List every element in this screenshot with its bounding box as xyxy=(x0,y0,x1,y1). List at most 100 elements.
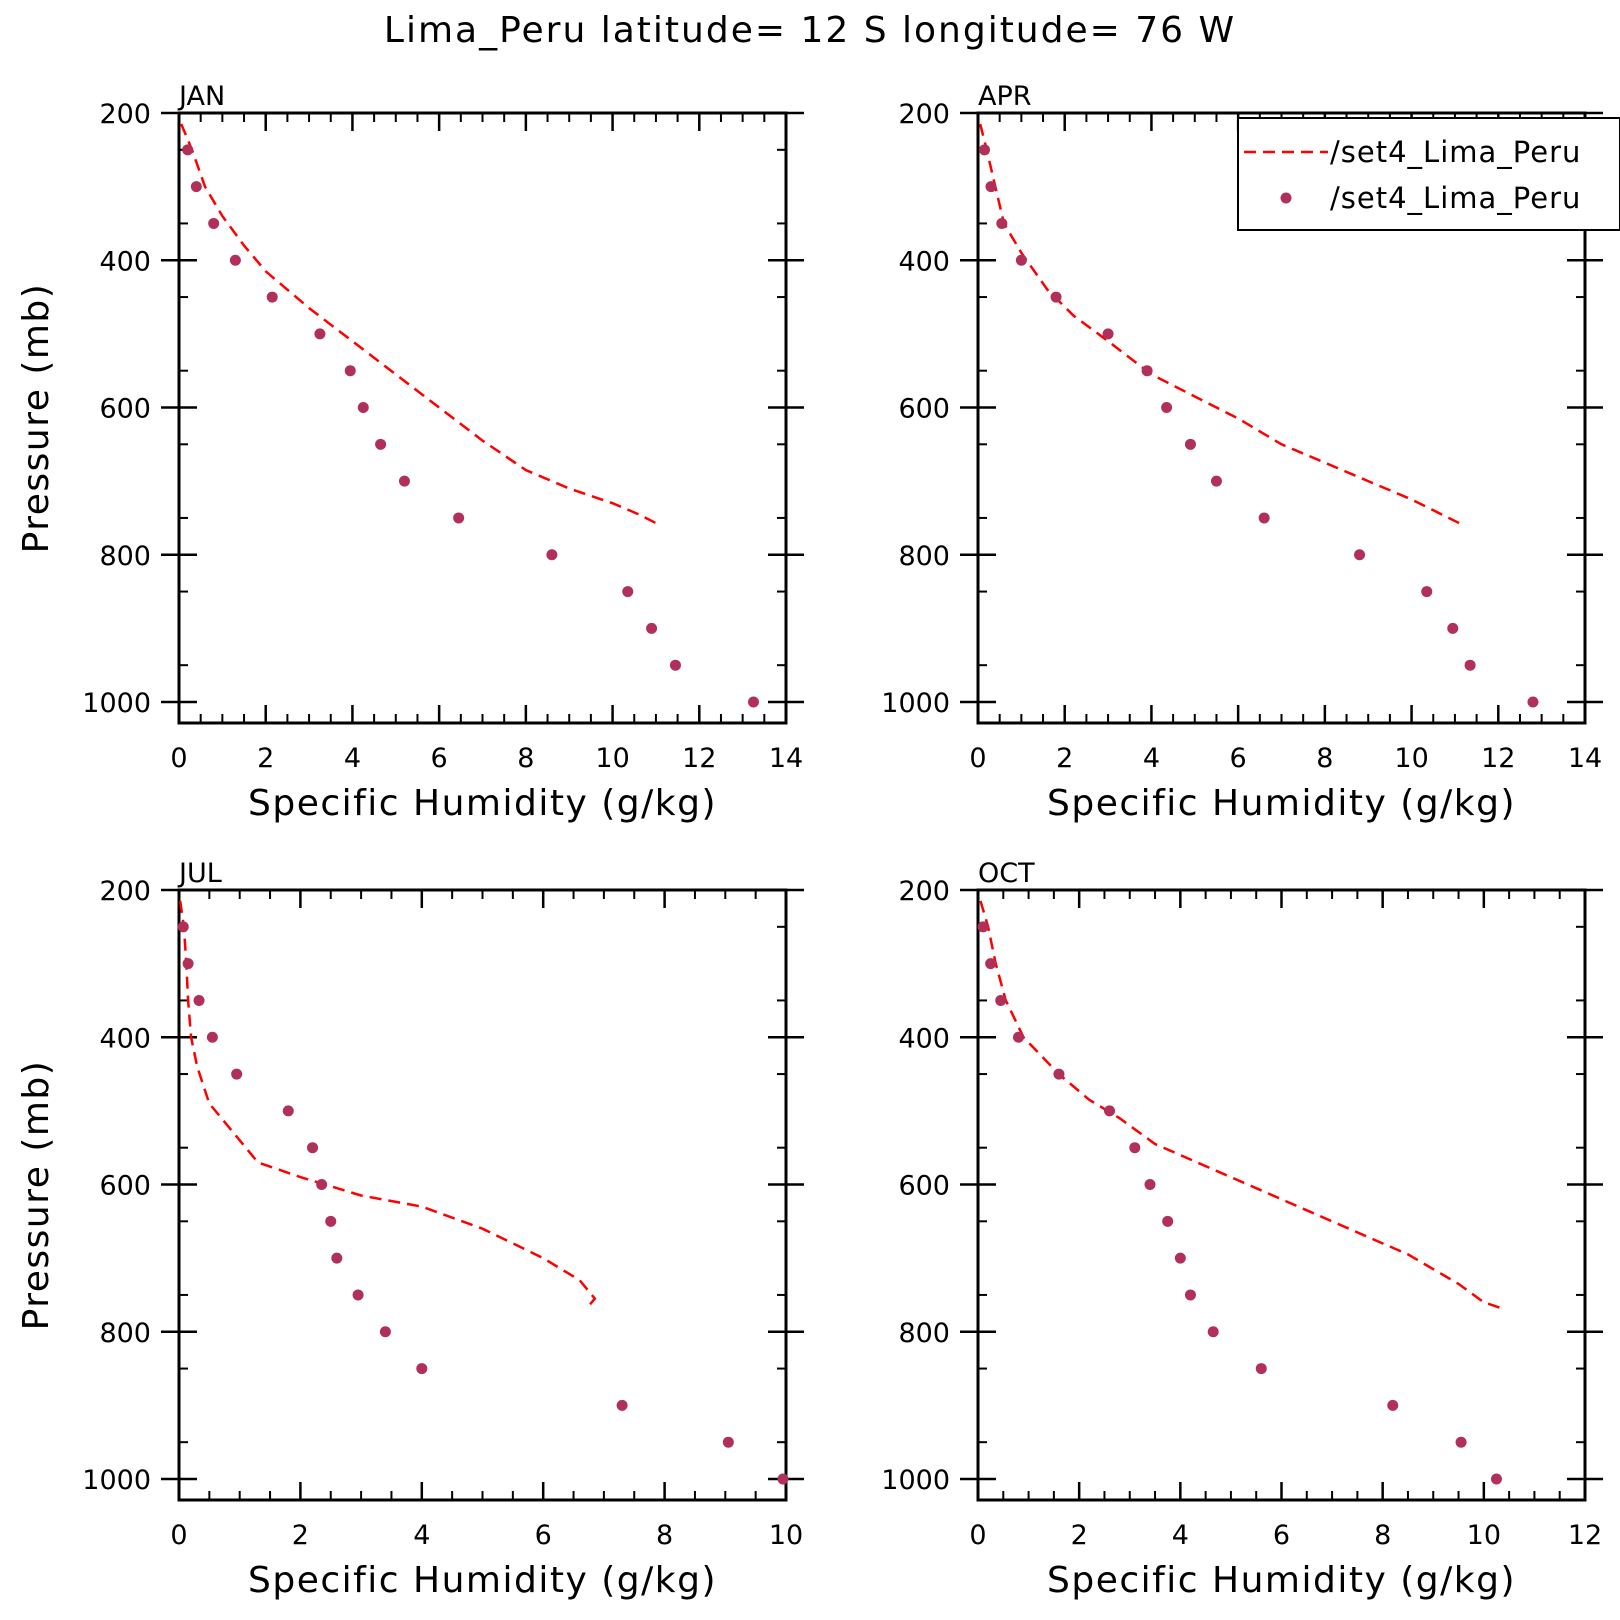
model-line-apr xyxy=(978,123,1465,527)
x-axis-label-jan: Specific Humidity (g/kg) xyxy=(248,783,717,824)
y-tick-label-oct: 1000 xyxy=(881,1465,950,1496)
obs-point-apr xyxy=(1161,402,1173,413)
obs-point-oct xyxy=(995,994,1007,1006)
x-tick-label-apr: 2 xyxy=(1056,743,1073,774)
x-tick-label-apr: 12 xyxy=(1481,743,1515,774)
x-tick-label-oct: 6 xyxy=(1273,1520,1290,1551)
obs-point-jan xyxy=(747,696,759,708)
x-tick-label-oct: 10 xyxy=(1467,1520,1501,1551)
obs-point-oct xyxy=(1104,1105,1116,1117)
y-tick-label-apr: 600 xyxy=(898,394,950,425)
panel-label-oct: OCT xyxy=(978,858,1035,889)
x-tick-label-jan: 14 xyxy=(769,743,803,774)
x-tick-label-apr: 4 xyxy=(1143,743,1160,774)
legend-entry-label: /set4_Lima_Peru xyxy=(1330,135,1581,169)
panel-jan: JAN 0 2 4 6 8 10 12 14 200 400 600 800 1000 Specific H… xyxy=(16,81,804,824)
obs-point-apr xyxy=(1210,475,1222,487)
obs-point-apr xyxy=(1015,254,1027,266)
obs-point-oct xyxy=(1144,1179,1156,1190)
obs-point-jan xyxy=(622,586,634,598)
model-line-jan xyxy=(180,123,661,527)
y-tick-label-oct: 200 xyxy=(898,876,950,907)
obs-point-jul xyxy=(379,1326,391,1338)
obs-point-oct xyxy=(1129,1142,1141,1154)
obs-point-apr xyxy=(1258,512,1270,524)
x-axis-label-oct: Specific Humidity (g/kg) xyxy=(1047,1560,1516,1601)
obs-point-jul xyxy=(722,1436,734,1448)
obs-point-apr xyxy=(979,144,991,156)
x-tick-label-jul: 6 xyxy=(535,1520,552,1551)
obs-point-oct xyxy=(1162,1215,1174,1227)
obs-point-jan xyxy=(398,475,410,487)
model-line-oct xyxy=(979,900,1502,1310)
y-tick-label-apr: 800 xyxy=(898,541,950,572)
legend: /set4_Lima_Peru/set4_Lima_Peru xyxy=(1237,117,1620,231)
obs-point-jan xyxy=(669,659,681,671)
obs-point-apr xyxy=(1354,549,1366,561)
x-tick-label-apr: 10 xyxy=(1394,743,1428,774)
y-tick-label-jul: 1000 xyxy=(82,1465,151,1496)
y-tick-label-apr: 400 xyxy=(898,246,950,277)
obs-point-jul xyxy=(331,1252,343,1264)
y-tick-label-oct: 400 xyxy=(898,1023,950,1054)
obs-point-jan xyxy=(208,217,220,229)
x-tick-label-apr: 6 xyxy=(1230,743,1247,774)
x-tick-label-jan: 10 xyxy=(595,743,629,774)
obs-point-jul xyxy=(316,1179,328,1190)
obs-point-apr xyxy=(1527,696,1539,708)
y-tick-label-oct: 800 xyxy=(898,1318,950,1349)
obs-point-apr xyxy=(1464,659,1476,671)
obs-point-jan xyxy=(646,622,658,634)
obs-point-jan xyxy=(314,328,326,340)
obs-point-jul xyxy=(282,1105,294,1117)
obs-point-jan xyxy=(266,291,278,303)
obs-point-apr xyxy=(1141,365,1153,377)
obs-point-apr xyxy=(1102,328,1114,340)
obs-point-jul xyxy=(325,1215,337,1227)
y-tick-label-jan: 600 xyxy=(99,394,151,425)
legend-marker-swatch xyxy=(1280,192,1292,204)
obs-point-oct xyxy=(1387,1399,1399,1411)
y-tick-label-jan: 400 xyxy=(99,246,151,277)
obs-point-jan xyxy=(375,438,387,450)
y-axis-label-jul: Pressure (mb) xyxy=(16,1060,57,1331)
x-tick-label-jul: 4 xyxy=(413,1520,430,1551)
obs-point-apr xyxy=(996,217,1008,229)
x-tick-label-apr: 0 xyxy=(969,743,986,774)
x-tick-label-oct: 0 xyxy=(969,1520,986,1551)
obs-point-jan xyxy=(357,402,369,413)
obs-point-oct xyxy=(1490,1473,1502,1485)
obs-point-oct xyxy=(1255,1363,1267,1375)
y-tick-label-jan: 800 xyxy=(99,541,151,572)
x-tick-label-jan: 2 xyxy=(257,743,274,774)
panel-label-apr: APR xyxy=(978,81,1032,112)
panel-jul: JUL 0 2 4 6 8 10 200 400 600 800 1000 Specific Humid… xyxy=(16,858,804,1601)
y-tick-label-jul: 200 xyxy=(99,876,151,907)
obs-point-apr xyxy=(1421,586,1433,598)
legend-entry-label: /set4_Lima_Peru xyxy=(1330,181,1581,215)
x-tick-label-jul: 10 xyxy=(769,1520,803,1551)
obs-point-oct xyxy=(1053,1068,1065,1080)
x-tick-label-oct: 12 xyxy=(1568,1520,1602,1551)
obs-point-oct xyxy=(985,958,997,970)
obs-point-jan xyxy=(229,254,241,266)
x-tick-label-oct: 4 xyxy=(1172,1520,1189,1551)
obs-point-jul xyxy=(307,1142,319,1154)
y-tick-label-jul: 400 xyxy=(99,1023,151,1054)
model-line-jul xyxy=(178,900,597,1311)
obs-point-jan xyxy=(344,365,356,377)
y-tick-label-jan: 200 xyxy=(99,99,151,130)
obs-point-jul xyxy=(231,1068,243,1080)
y-tick-label-jan: 1000 xyxy=(82,688,151,719)
obs-point-oct xyxy=(1207,1326,1219,1338)
obs-point-oct xyxy=(1455,1436,1467,1448)
obs-point-oct xyxy=(1012,1031,1024,1043)
obs-point-apr xyxy=(1184,438,1196,450)
obs-point-jul xyxy=(777,1473,789,1485)
x-tick-label-jul: 0 xyxy=(170,1520,187,1551)
obs-point-apr xyxy=(985,181,997,193)
obs-point-jul xyxy=(177,921,189,933)
y-tick-label-oct: 600 xyxy=(898,1171,950,1202)
